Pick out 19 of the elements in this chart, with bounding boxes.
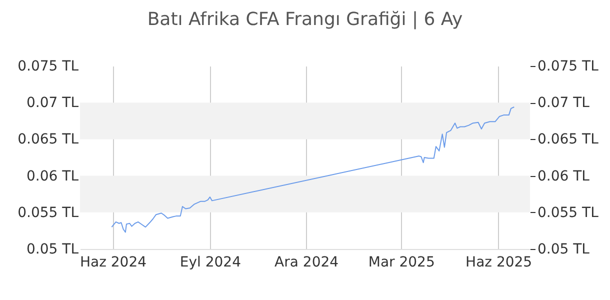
y2-tick-label: 0.06 TL bbox=[538, 168, 590, 184]
x-tick-label: Mar 2025 bbox=[368, 254, 435, 270]
y-tick-label: 0.07 TL bbox=[26, 95, 79, 112]
y-tick-label: 0.055 TL bbox=[18, 204, 79, 221]
x-tick-label: Eyl 2024 bbox=[180, 254, 242, 270]
y-tick-label: 0.05 TL bbox=[26, 242, 79, 258]
x-tick-label: Haz 2025 bbox=[466, 254, 532, 270]
y2-tick-label: 0.075 TL bbox=[538, 58, 599, 74]
y-tick-label: 0.075 TL bbox=[18, 58, 79, 74]
y2-tick-label: 0.05 TL bbox=[538, 242, 590, 258]
y-tick-label: 0.065 TL bbox=[18, 132, 79, 148]
y2-tick-label: 0.055 TL bbox=[538, 204, 599, 221]
x-tick-label: Haz 2024 bbox=[80, 254, 147, 270]
y2-tick-label: 0.065 TL bbox=[538, 132, 599, 148]
line-series bbox=[111, 106, 515, 233]
y2-tick-label: 0.07 TL bbox=[538, 95, 590, 112]
y-tick-label: 0.06 TL bbox=[26, 168, 79, 184]
chart-title: Batı Afrika CFA Frangı Grafiği | 6 Ay bbox=[147, 9, 464, 30]
x-tick-label: Ara 2024 bbox=[274, 254, 339, 270]
